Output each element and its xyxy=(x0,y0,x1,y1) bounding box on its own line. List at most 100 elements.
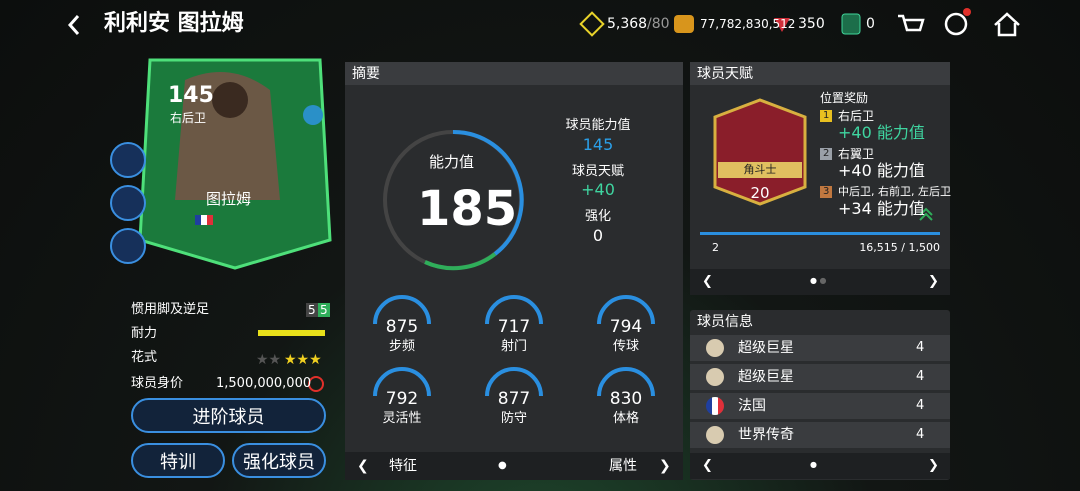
energy-icon xyxy=(579,11,605,37)
bonus-title: 位置奖励 xyxy=(820,91,869,105)
info-label: 超级巨星 xyxy=(738,340,794,356)
share-button[interactable] xyxy=(110,142,146,178)
tab-left[interactable]: 特征 xyxy=(389,458,417,474)
stat-label: 灵活性 xyxy=(382,411,422,426)
bonus-value: +34 能力值 xyxy=(838,199,925,218)
info-row[interactable] xyxy=(690,393,950,419)
info-row[interactable] xyxy=(690,422,950,448)
tab-right[interactable]: 属性 xyxy=(609,458,637,474)
info-level: 4 xyxy=(916,369,925,384)
talent-bonus: +40 xyxy=(581,180,615,199)
lock-button[interactable] xyxy=(110,228,146,264)
gem-icon xyxy=(774,18,790,32)
untradable-icon xyxy=(308,376,324,392)
token-icon xyxy=(841,13,861,35)
talent-progress: 16,515 / 1,500 xyxy=(859,241,940,254)
label: 耐力 xyxy=(131,326,158,341)
panel-title: 摘要 xyxy=(352,66,380,82)
stat-value: 794 xyxy=(609,317,643,337)
coins: 77,782,830,512 xyxy=(700,17,796,31)
badge-name: 角斗士 xyxy=(743,163,777,176)
favorite-button[interactable] xyxy=(110,185,146,221)
info-label: 超级巨星 xyxy=(738,369,794,385)
info-level: 4 xyxy=(916,427,925,442)
badge-dot xyxy=(963,8,971,16)
label: 球员身价 xyxy=(131,376,184,391)
bonus-positions: 中后卫, 右前卫, 左后卫 xyxy=(838,185,951,198)
tokens: 0 xyxy=(866,16,875,32)
player-portrait xyxy=(175,72,280,200)
card-position: 右后卫 xyxy=(170,111,207,125)
skill-foot: 5 xyxy=(318,303,330,317)
stat-arc xyxy=(373,367,431,397)
bonus-value: +40 能力值 xyxy=(838,161,925,180)
stat-label: 防守 xyxy=(500,411,528,426)
stat-arc xyxy=(485,295,543,325)
shop-icon[interactable] xyxy=(898,14,925,32)
stat-value: 875 xyxy=(385,317,419,337)
stat-arc xyxy=(485,367,543,397)
overall: 185 xyxy=(417,181,518,237)
label: 球员天赋 xyxy=(571,164,625,179)
bonus-positions: 右翼卫 xyxy=(838,147,875,161)
player-value: 1,500,000,000 xyxy=(216,376,312,391)
stat-arc xyxy=(597,295,655,325)
enhance-button[interactable]: 强化球员 xyxy=(232,443,326,478)
gems: 350 xyxy=(798,16,825,32)
panel-title: 球员天赋 xyxy=(697,66,753,82)
enhance-level: 0 xyxy=(592,226,604,245)
row-icon xyxy=(706,368,724,386)
stat-label: 步频 xyxy=(388,339,416,354)
objective-icon[interactable] xyxy=(944,12,968,36)
talent-count: 2 xyxy=(712,241,719,254)
talent-panel: 球员天赋 角斗士 20 位置奖励 1 右后卫 +40 能力值 2 右翼卫 +40 能力值 3… xyxy=(690,62,951,295)
info-label: 法国 xyxy=(738,398,766,414)
label: 强化 xyxy=(584,209,612,224)
player-head xyxy=(212,82,248,118)
row-icon xyxy=(706,397,724,415)
card-rating: 145 xyxy=(168,83,214,108)
info-level: 4 xyxy=(916,340,925,355)
energy: 5,368 xyxy=(607,16,648,32)
gauge-label: 能力值 xyxy=(429,153,475,171)
back-icon[interactable] xyxy=(67,15,80,35)
bonus-rank: 1 xyxy=(820,110,833,122)
label: 花式 xyxy=(131,350,158,365)
info-panel: 球员信息 超级巨星 4 超级巨星 4 法国 4 世界传奇 4 ❮ ● ❯ xyxy=(690,310,950,480)
upgrade-button[interactable]: 进阶球员 xyxy=(131,398,326,433)
label: 球员能力值 xyxy=(565,118,631,133)
chem-icon xyxy=(303,105,323,125)
stat-label: 体格 xyxy=(612,411,640,426)
energy-cap: /80 xyxy=(647,16,670,32)
stat-label: 传球 xyxy=(612,339,640,354)
player-rating: 145 xyxy=(582,135,614,154)
badge-level: 20 xyxy=(750,184,770,202)
summary-panel: 摘要 能力值 185 球员能力值 145 球员天赋 +40 强化 0 875 步频… xyxy=(345,62,683,480)
weak-foot: 5 xyxy=(306,303,318,317)
info-level: 4 xyxy=(916,398,925,413)
bonus-rank: 2 xyxy=(820,148,833,160)
svg-text:★★: ★★ xyxy=(256,352,281,368)
bonus-positions: 右后卫 xyxy=(838,109,875,123)
info-label: 世界传奇 xyxy=(738,427,794,443)
row-icon xyxy=(706,339,724,357)
label: 惯用脚及逆足 xyxy=(131,302,210,317)
info-row[interactable] xyxy=(690,335,950,361)
bonus-rank: 3 xyxy=(820,186,833,198)
title: 利利安 图拉姆 xyxy=(104,11,244,36)
stat-arc xyxy=(597,367,655,397)
stat-value: 877 xyxy=(497,389,531,409)
training-button[interactable]: 特训 xyxy=(131,443,225,478)
card-name: 图拉姆 xyxy=(206,190,252,208)
stat-value: 717 xyxy=(497,317,531,337)
row-icon xyxy=(706,426,724,444)
home-icon[interactable] xyxy=(994,12,1020,37)
stamina-bar xyxy=(258,330,325,336)
bonus-value: +40 能力值 xyxy=(838,123,925,142)
coin-icon xyxy=(674,15,694,33)
panel-title: 球员信息 xyxy=(697,314,753,330)
stat-value: 792 xyxy=(385,389,419,409)
info-row[interactable] xyxy=(690,364,950,390)
